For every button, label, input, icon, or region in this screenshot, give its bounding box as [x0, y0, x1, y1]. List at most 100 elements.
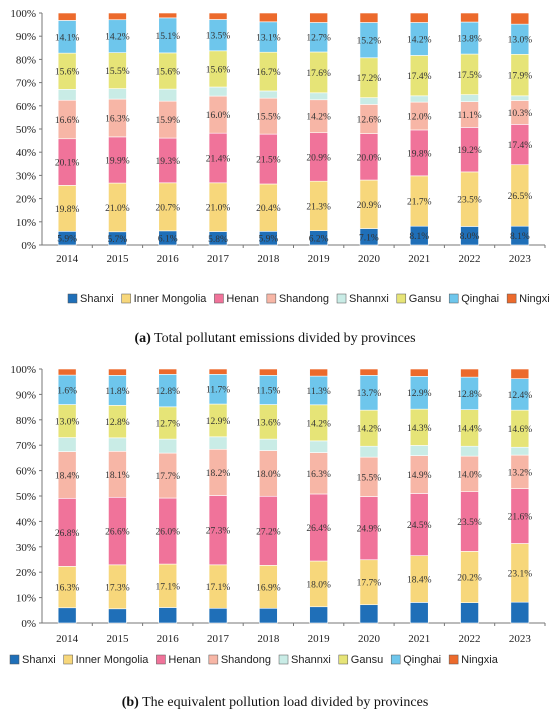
bar-segment — [57, 607, 77, 624]
bar-segment — [409, 602, 429, 624]
bar-segment — [510, 601, 530, 624]
data-label: 20.9% — [357, 201, 382, 211]
data-label: 6.1% — [158, 234, 178, 244]
data-label: 17.4% — [407, 72, 432, 82]
legend-entry: Shannxi — [349, 293, 389, 305]
bar-segment — [359, 604, 379, 624]
data-label: 16.6% — [55, 116, 80, 126]
data-label: 15.5% — [357, 473, 382, 483]
bar-segment — [460, 602, 479, 624]
data-label: 27.3% — [206, 527, 231, 537]
data-label: 16.7% — [256, 68, 281, 78]
bar-segment — [359, 12, 379, 23]
x-tick-label: 2014 — [56, 633, 79, 645]
bar-segment — [309, 92, 328, 101]
data-label: 6.2% — [309, 234, 329, 244]
data-label: 5.9% — [57, 235, 77, 245]
data-label: 14.2% — [357, 425, 382, 435]
data-label: 18.0% — [306, 580, 331, 590]
caption-letter: (a) — [134, 331, 151, 346]
data-label: 5.8% — [208, 235, 228, 245]
y-tick-label: 30% — [16, 170, 36, 182]
data-label: 23.5% — [457, 196, 482, 206]
data-label: 14.6% — [508, 425, 533, 435]
data-label: 21.6% — [508, 513, 533, 523]
bar-segment — [510, 368, 530, 379]
legend-swatch — [9, 654, 20, 665]
data-label: 15.5% — [105, 67, 130, 77]
data-label: 21.0% — [105, 204, 130, 214]
data-label: 18.2% — [206, 469, 231, 479]
data-label: 19.8% — [407, 149, 432, 159]
data-label: 14.9% — [407, 471, 432, 481]
bar-segment — [460, 445, 479, 457]
bar-segment — [108, 12, 127, 21]
data-label: 19.2% — [457, 146, 482, 156]
data-label: 19.9% — [105, 156, 130, 166]
data-label: 12.6% — [357, 116, 382, 126]
bar-segment — [158, 368, 178, 375]
data-label: 8.1% — [409, 232, 429, 242]
legend-swatch — [156, 654, 166, 665]
data-label: 16.0% — [206, 111, 231, 121]
legend-swatch — [336, 293, 347, 304]
legend-swatch — [121, 293, 131, 304]
data-label: 19.8% — [55, 205, 80, 215]
x-tick-label: 2017 — [207, 253, 230, 265]
y-tick-label: 70% — [16, 440, 36, 452]
data-label: 14.0% — [457, 470, 482, 480]
bar-segment — [309, 368, 328, 377]
data-label: 18.0% — [256, 470, 281, 480]
data-label: 15.9% — [155, 116, 180, 126]
data-label: 19.3% — [155, 157, 180, 167]
data-label: 17.3% — [105, 583, 130, 593]
data-label: 8.1% — [510, 232, 530, 242]
legend-swatch — [208, 654, 219, 665]
y-tick-label: 10% — [16, 593, 36, 605]
x-tick-label: 2019 — [308, 253, 331, 265]
data-label: 17.2% — [357, 74, 382, 84]
legend-entry: Shanxi — [22, 654, 56, 666]
x-tick-label: 2015 — [106, 253, 129, 265]
data-label: 17.4% — [508, 141, 533, 151]
y-tick-label: 10% — [16, 217, 36, 229]
legend-entry: Henan — [168, 654, 200, 666]
data-label: 13.6% — [256, 418, 281, 428]
data-label: 10.3% — [508, 109, 533, 119]
y-tick-label: 50% — [16, 124, 36, 136]
bar-segment — [409, 445, 429, 456]
data-label: 15.1% — [155, 32, 180, 42]
data-label: 17.1% — [155, 582, 180, 592]
y-tick-label: 60% — [16, 101, 36, 113]
x-tick-label: 2022 — [459, 633, 481, 645]
legend-swatch — [278, 654, 289, 665]
data-label: 14.1% — [55, 33, 80, 43]
x-tick-label: 2023 — [509, 633, 532, 645]
x-tick-label: 2020 — [358, 253, 381, 265]
data-label: 15.6% — [55, 68, 80, 78]
legend-entry: Shanxi — [80, 293, 114, 305]
bar-segment — [309, 440, 328, 453]
legend-swatch — [448, 654, 459, 665]
x-tick-label: 2018 — [257, 633, 280, 645]
data-label: 13.5% — [206, 32, 231, 42]
y-tick-label: 40% — [16, 516, 36, 528]
bar-segment — [208, 12, 228, 20]
data-label: 15.6% — [206, 65, 231, 75]
bar-segment — [259, 368, 278, 376]
data-label: 8.0% — [460, 232, 480, 242]
data-label: 12.7% — [306, 34, 331, 44]
x-tick-label: 2019 — [308, 633, 331, 645]
y-tick-label: 80% — [16, 54, 36, 66]
legend-swatch — [67, 293, 78, 304]
legend-entry: Qinghai — [461, 293, 499, 305]
legend-entry: Ningxia — [461, 654, 499, 666]
bar-segment — [158, 607, 178, 624]
bar-segment — [309, 606, 328, 624]
bar-segment — [259, 12, 278, 23]
y-tick-label: 80% — [16, 415, 36, 427]
caption-text: The equivalent pollution load divided by… — [139, 695, 428, 710]
data-label: 24.5% — [407, 521, 432, 531]
bar-segment — [359, 97, 379, 105]
